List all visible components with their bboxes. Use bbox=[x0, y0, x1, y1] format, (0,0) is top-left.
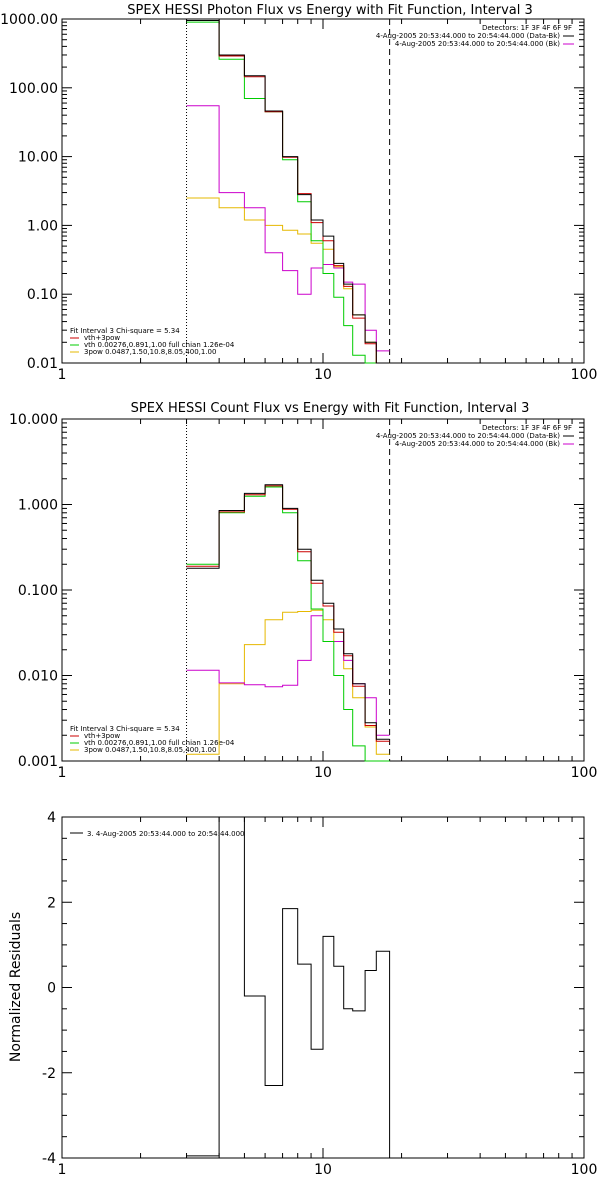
photon-flux-plot-frame bbox=[61, 18, 585, 364]
photon-flux-title: SPEX HESSI Photon Flux vs Energy with Fi… bbox=[127, 3, 533, 18]
count-flux-fit-line-3: 3pow 0.0487,1.50,10.8,8.05,400,1.00 bbox=[84, 746, 216, 754]
residuals-x-tick-label: 10 bbox=[314, 1162, 332, 1178]
photon-flux-y-tick-label: 10.00 bbox=[18, 150, 58, 166]
photon-flux-fit-line-1: vth+3pow bbox=[84, 334, 120, 342]
photon-flux-fit-line-3: 3pow 0.0487,1.50,10.8,8.05,400,1.00 bbox=[84, 348, 216, 356]
count-flux-y-tick-label: 0.100 bbox=[18, 583, 58, 599]
residuals-x-tick-label: 1 bbox=[58, 1162, 67, 1178]
photon-flux-legend-header: Detectors: 1F 3F 4F 6F 9F bbox=[482, 24, 572, 32]
photon-flux-panel: SPEX HESSI Photon Flux vs Energy with Fi… bbox=[0, 3, 597, 383]
photon-flux-y-tick-label: 1000.00 bbox=[0, 12, 58, 28]
count-flux-fit-line-2: vth 0.00276,0.891,1.00 full chian 1.26e-… bbox=[84, 739, 235, 747]
count-flux-title: SPEX HESSI Count Flux vs Energy with Fit… bbox=[131, 401, 530, 416]
count-flux-series-3pow bbox=[186, 609, 390, 755]
count-flux-fit-line-1: vth+3pow bbox=[84, 732, 120, 740]
photon-flux-legend-entry-2: 4-Aug-2005 20:53:44.000 to 20:54:44.000 … bbox=[395, 40, 560, 48]
count-flux-series-bk bbox=[186, 615, 390, 736]
photon-flux-fit-header: Fit Interval 3 Chi-square = 5.34 bbox=[70, 327, 180, 335]
count-flux-y-tick-label: 10.000 bbox=[9, 412, 58, 428]
count-flux-series-vth-3pow bbox=[186, 485, 390, 742]
residuals-y-tick-label: 0 bbox=[47, 981, 56, 997]
residuals-x-tick-label: 100 bbox=[571, 1162, 598, 1178]
count-flux-y-tick-label: 1.000 bbox=[18, 498, 58, 514]
count-flux-legend-header: Detectors: 1F 3F 4F 6F 9F bbox=[482, 424, 572, 432]
photon-flux-legend-entry-1: 4-Aug-2005 20:53:44.000 to 20:54:44.000 … bbox=[376, 32, 560, 40]
photon-flux-x-tick-label: 10 bbox=[314, 367, 332, 383]
photon-flux-series-3pow bbox=[186, 197, 390, 364]
count-flux-series-vth bbox=[186, 486, 390, 762]
photon-flux-x-tick-label: 1 bbox=[58, 367, 67, 383]
photon-flux-y-tick-label: 0.10 bbox=[27, 287, 58, 303]
photon-flux-series-data-bk bbox=[186, 20, 390, 364]
count-flux-legend-entry-2: 4-Aug-2005 20:53:44.000 to 20:54:44.000 … bbox=[395, 440, 560, 448]
residuals-series-residual bbox=[186, 816, 391, 1158]
count-flux-fit-header: Fit Interval 3 Chi-square = 5.34 bbox=[70, 725, 180, 733]
count-flux-x-tick-label: 100 bbox=[571, 765, 598, 781]
count-flux-x-tick-label: 10 bbox=[314, 765, 332, 781]
photon-flux-x-tick-label: 100 bbox=[571, 367, 598, 383]
count-flux-panel: SPEX HESSI Count Flux vs Energy with Fit… bbox=[9, 401, 597, 781]
photon-flux-series-vth bbox=[186, 21, 390, 364]
photon-flux-y-tick-label: 100.00 bbox=[9, 81, 58, 97]
photon-flux-y-tick-label: 1.00 bbox=[27, 218, 58, 234]
residuals-y-tick-label: 2 bbox=[47, 895, 56, 911]
photon-flux-series-vth-3pow bbox=[186, 20, 390, 364]
residuals-legend-entry: 3. 4-Aug-2005 20:53:44.000 to 20:54:44.0… bbox=[87, 830, 245, 838]
residuals-panel: Normalized Residuals 3. 4-Aug-2005 20:53… bbox=[8, 810, 597, 1178]
residuals-y-axis-label: Normalized Residuals bbox=[8, 912, 24, 1062]
count-flux-x-tick-label: 1 bbox=[58, 765, 67, 781]
count-flux-legend-entry-1: 4-Aug-2005 20:53:44.000 to 20:54:44.000 … bbox=[376, 432, 560, 440]
photon-flux-y-tick-label: 0.01 bbox=[27, 356, 58, 372]
residuals-y-tick-label: -4 bbox=[42, 1151, 56, 1167]
photon-flux-series-bk bbox=[186, 105, 390, 352]
photon-flux-fit-line-2: vth 0.00276,0.891,1.00 full chian 1.26e-… bbox=[84, 341, 235, 349]
residuals-y-tick-label: -2 bbox=[42, 1066, 56, 1082]
count-flux-y-tick-label: 0.001 bbox=[18, 754, 58, 770]
count-flux-series-data-bk bbox=[186, 484, 390, 740]
residuals-y-tick-label: 4 bbox=[47, 810, 56, 826]
count-flux-y-tick-label: 0.010 bbox=[18, 669, 58, 685]
